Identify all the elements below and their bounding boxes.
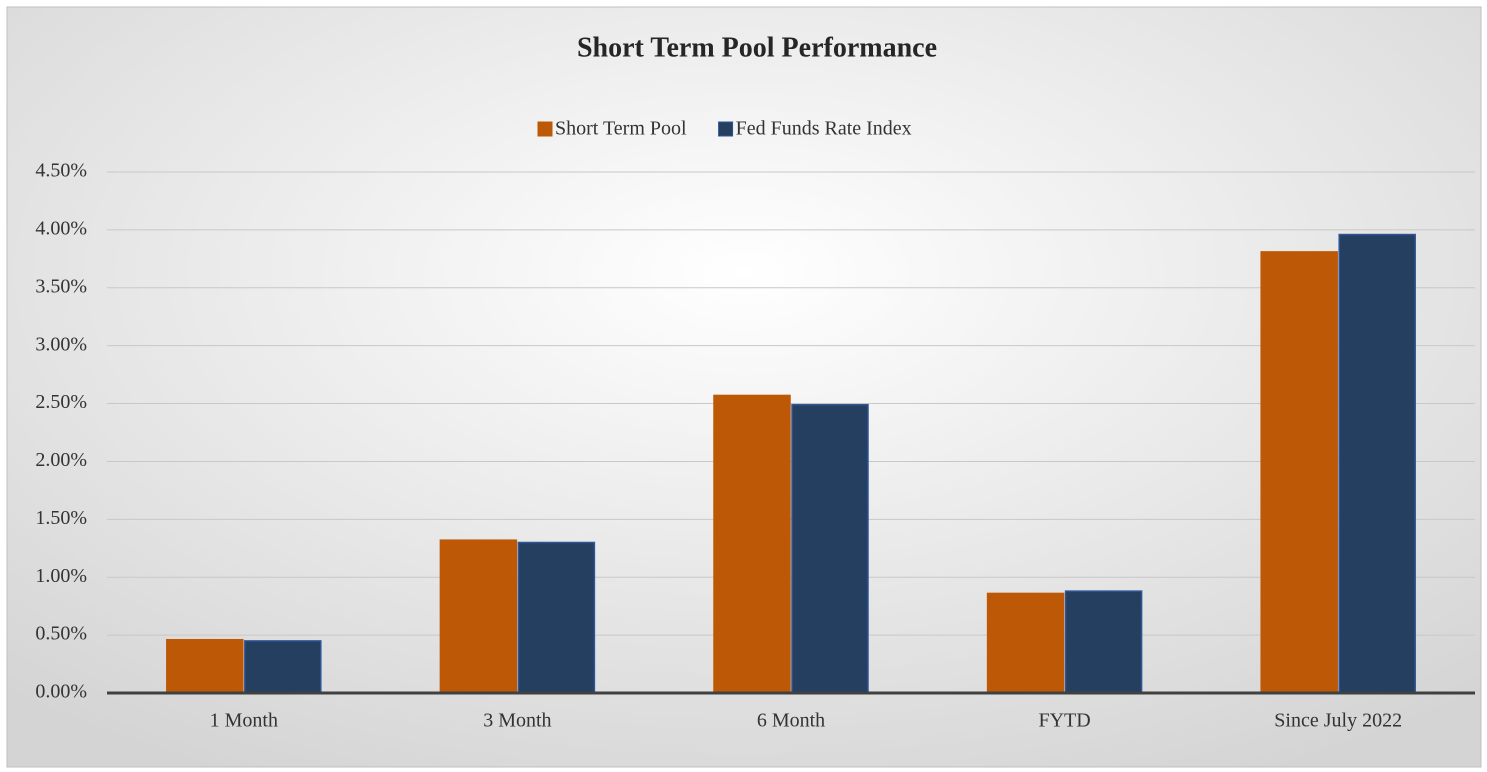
bar: [791, 403, 869, 694]
y-tick-label: 2.00%: [35, 449, 87, 471]
legend-label: Fed Funds Rate Index: [736, 118, 912, 140]
x-tick-label: 3 Month: [483, 710, 551, 732]
y-tick-label: 1.00%: [35, 565, 87, 587]
bar: [1260, 251, 1338, 694]
bar: [166, 638, 244, 694]
legend-swatch: [718, 121, 734, 137]
bar: [713, 394, 791, 694]
x-tick-label: 6 Month: [757, 710, 825, 732]
bar: [517, 541, 596, 694]
y-tick-label: 3.00%: [35, 333, 87, 355]
y-tick-label: 4.00%: [35, 217, 87, 239]
bar: [1064, 590, 1143, 694]
bar: [439, 539, 518, 694]
bar: [986, 592, 1065, 694]
y-tick-label: 0.50%: [35, 623, 87, 645]
legend-swatch: [537, 121, 553, 137]
chart-title: Short Term Pool Performance: [577, 32, 937, 63]
bar: [244, 640, 322, 694]
x-tick-label: Since July 2022: [1274, 710, 1402, 732]
x-tick-label: FYTD: [1038, 710, 1090, 732]
bar: [1338, 233, 1416, 694]
legend-label: Short Term Pool: [555, 118, 687, 140]
y-tick-label: 3.50%: [35, 275, 87, 297]
y-tick-label: 4.50%: [35, 160, 87, 182]
y-tick-label: 0.00%: [35, 681, 87, 703]
y-tick-label: 1.50%: [35, 507, 87, 529]
y-tick-label: 2.50%: [35, 391, 87, 413]
x-tick-label: 1 Month: [210, 710, 278, 732]
